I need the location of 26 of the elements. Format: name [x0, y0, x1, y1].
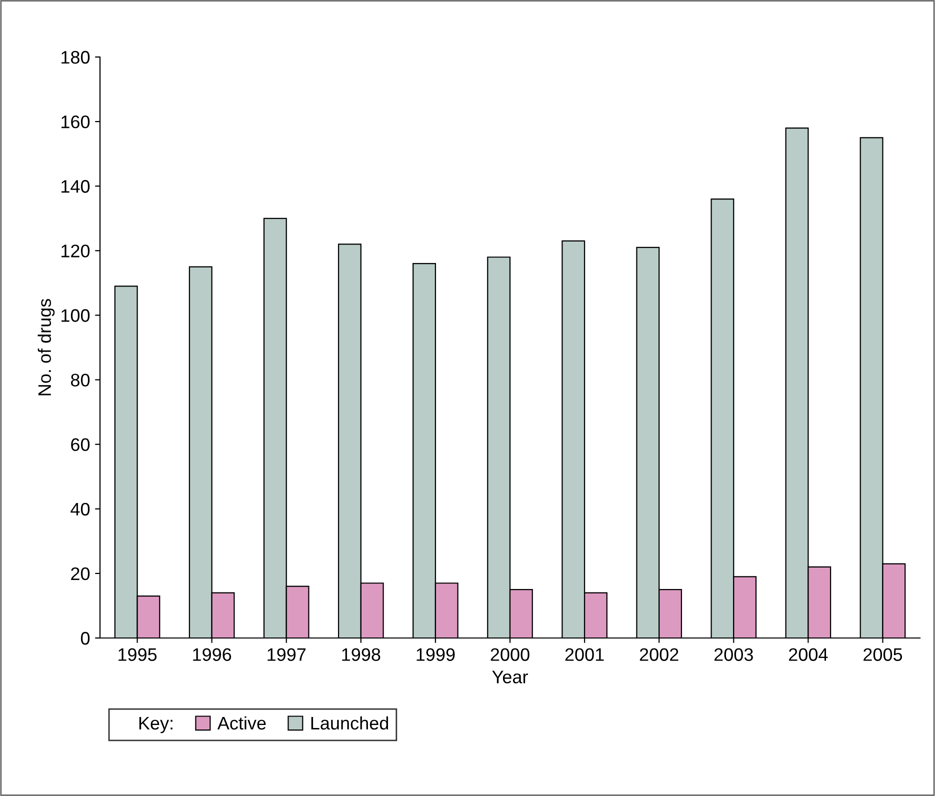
x-tick-label: 1998	[342, 648, 380, 661]
y-tick-label: 160	[62, 115, 90, 128]
y-tick-label: 20	[71, 567, 90, 580]
legend-label: Launched	[311, 716, 388, 730]
x-tick-label: 2002	[640, 648, 678, 661]
x-tick-label: 1997	[268, 648, 306, 661]
y-tick-label: 40	[70, 502, 90, 516]
y-tick-label: 60	[71, 438, 90, 452]
y-tick-label: 180	[62, 50, 90, 64]
x-axis-title: Year	[492, 670, 528, 684]
y-tick-label: 140	[62, 180, 90, 193]
x-tick-label: 2001	[565, 648, 604, 661]
x-tick-label: 2004	[789, 648, 828, 661]
y-axis-title: No. of drugs	[38, 298, 55, 396]
y-tick-label: 80	[70, 374, 90, 386]
y-tick-label: 120	[62, 244, 90, 258]
legend-label: Active	[217, 716, 266, 730]
x-tick-label: 1999	[416, 648, 455, 661]
y-tick-label: 0	[80, 632, 90, 645]
x-tick-label: 2000	[490, 648, 530, 661]
x-tick-label: 1995	[118, 648, 157, 661]
x-tick-label: 1996	[193, 648, 232, 661]
x-tick-label: 2003	[714, 648, 753, 661]
legend-title: Key:	[139, 717, 172, 734]
y-tick-label: 100	[62, 309, 90, 322]
x-tick-label: 2005	[864, 648, 902, 661]
